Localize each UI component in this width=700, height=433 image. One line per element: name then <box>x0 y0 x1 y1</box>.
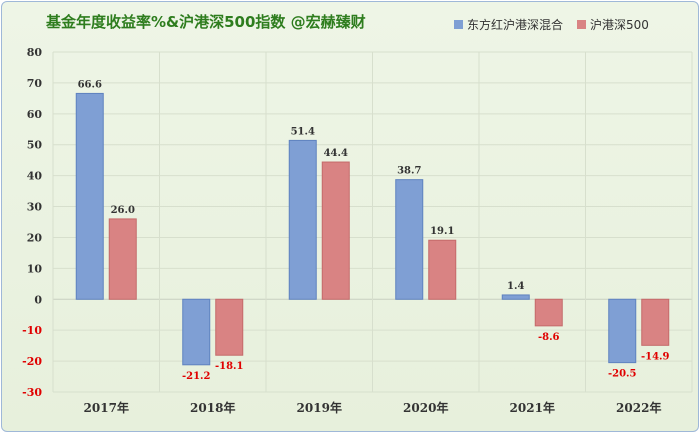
x-tick-label: 2018年 <box>190 400 235 415</box>
bar-series-2 <box>641 298 670 346</box>
x-tick-label: 2020年 <box>403 400 448 415</box>
y-tick-label: 20 <box>27 231 43 244</box>
x-tick-label: 2019年 <box>297 400 342 415</box>
data-label: -8.6 <box>538 332 560 343</box>
legend-label-series-2: 沪港深500 <box>590 18 649 32</box>
y-tick-label: -10 <box>22 324 42 337</box>
data-label: 44.4 <box>324 148 348 159</box>
x-tick-label: 2022年 <box>616 400 661 415</box>
bar-series-2 <box>428 239 457 300</box>
bar-series-2 <box>108 218 137 300</box>
data-label: 19.1 <box>430 226 454 237</box>
data-label: 66.6 <box>78 79 102 90</box>
legend-item-series-2: 沪港深500 <box>577 16 649 33</box>
y-tick-label: -30 <box>22 386 42 399</box>
bar-series-2 <box>534 298 563 327</box>
y-tick-label: -20 <box>22 355 42 368</box>
bar-series-1 <box>395 179 424 300</box>
bar-series-1 <box>75 92 104 300</box>
legend-label-series-1: 东方红沪港深混合 <box>467 18 564 32</box>
legend-swatch-series-2 <box>577 20 587 29</box>
y-tick-label: 0 <box>34 293 42 306</box>
data-label: -21.2 <box>182 371 211 382</box>
x-tick-label: 2021年 <box>510 400 555 415</box>
data-label: 1.4 <box>507 281 524 292</box>
y-tick-label: 40 <box>27 170 43 183</box>
legend: 东方红沪港深混合 沪港深500 <box>454 16 663 33</box>
data-label: 26.0 <box>111 205 135 216</box>
y-tick-label: 80 <box>27 46 43 59</box>
y-tick-label: 60 <box>27 108 43 121</box>
legend-swatch-series-1 <box>454 20 463 29</box>
y-tick-label: 50 <box>27 139 43 152</box>
y-tick-label: 10 <box>27 262 43 275</box>
y-tick-label: 30 <box>27 201 43 214</box>
data-label: 51.4 <box>291 126 315 137</box>
data-label: -20.5 <box>608 369 637 380</box>
chart-title: 基金年度收益率%&沪港深500指数 @宏赫臻财 <box>46 13 366 31</box>
bar-series-1 <box>288 139 317 300</box>
bar-series-1 <box>501 294 530 300</box>
bar-series-1 <box>182 298 211 366</box>
x-tick-label: 2017年 <box>84 400 129 415</box>
data-label: 38.7 <box>397 166 421 177</box>
y-tick-label: 70 <box>27 77 43 90</box>
data-label: -14.9 <box>641 351 670 362</box>
legend-item-series-1: 东方红沪港深混合 <box>454 16 563 33</box>
bar-series-1 <box>608 298 637 364</box>
bar-series-2 <box>321 161 350 300</box>
data-label: -18.1 <box>215 361 244 372</box>
bar-series-2 <box>215 298 244 356</box>
